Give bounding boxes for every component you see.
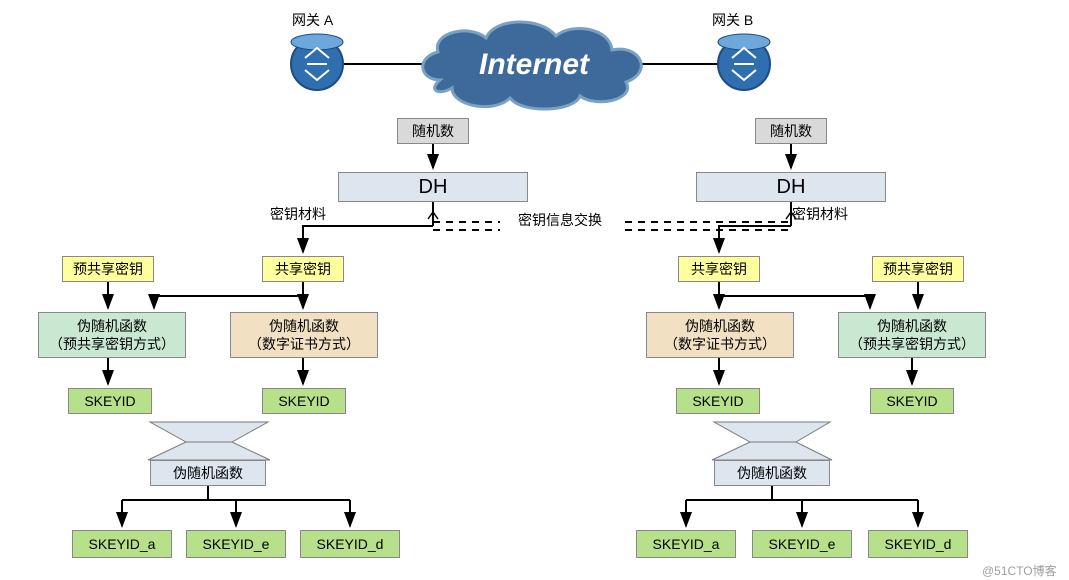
skeyid-4: SKEYID — [870, 388, 954, 414]
prf-psk-a: 伪随机函数 （预共享密钥方式） — [38, 312, 186, 358]
gateway-b-label: 网关 B — [712, 10, 753, 30]
prf-final-b: 伪随机函数 — [714, 460, 830, 486]
funnel-a — [148, 422, 270, 460]
internet-text: Internet — [479, 48, 591, 81]
dh-a-box: DH — [338, 172, 528, 202]
skeyid-1: SKEYID — [68, 388, 152, 414]
preshared-a: 预共享密钥 — [62, 256, 154, 282]
skeyid-d-b: SKEYID_d — [868, 530, 968, 558]
dh-b-box: DH — [696, 172, 886, 202]
prf-psk-a-l1: 伪随机函数 — [77, 317, 147, 335]
skeyid-a-b: SKEYID_a — [636, 530, 736, 558]
skeyid-e-a: SKEYID_e — [186, 530, 286, 558]
gateway-a-label: 网关 A — [292, 10, 333, 30]
random-a-box: 随机数 — [397, 118, 469, 144]
arrow-mat-shared-a — [303, 226, 433, 252]
prf-cert-b: 伪随机函数 （数字证书方式） — [646, 312, 794, 358]
diagram-svg: Internet — [0, 0, 1069, 580]
prf-cert-b-l2: （数字证书方式） — [664, 335, 776, 353]
prf-psk-b-l2: （预共享密钥方式） — [849, 335, 975, 353]
funnel-b — [712, 422, 832, 460]
router-b-icon — [718, 34, 770, 90]
key-material-a: 密钥材料 — [270, 204, 326, 224]
skeyid-e-b: SKEYID_e — [752, 530, 852, 558]
watermark: @51CTO博客 — [982, 562, 1057, 579]
internet-cloud: Internet — [423, 22, 641, 109]
router-a-icon — [291, 34, 343, 90]
prf-psk-b-l1: 伪随机函数 — [877, 317, 947, 335]
random-b-box: 随机数 — [755, 118, 827, 144]
preshared-b: 预共享密钥 — [872, 256, 964, 282]
skeyid-d-a: SKEYID_d — [300, 530, 400, 558]
prf-final-a: 伪随机函数 — [150, 460, 266, 486]
prf-psk-b: 伪随机函数 （预共享密钥方式） — [838, 312, 986, 358]
key-exchange-label: 密钥信息交换 — [518, 210, 602, 230]
key-material-b: 密钥材料 — [792, 204, 848, 224]
prf-cert-b-l1: 伪随机函数 — [685, 317, 755, 335]
shared-a: 共享密钥 — [262, 256, 344, 282]
prf-cert-a: 伪随机函数 （数字证书方式） — [230, 312, 378, 358]
prf-cert-a-l1: 伪随机函数 — [269, 317, 339, 335]
prf-psk-a-l2: （预共享密钥方式） — [49, 335, 175, 353]
skeyid-a-a: SKEYID_a — [72, 530, 172, 558]
skeyid-2: SKEYID — [262, 388, 346, 414]
skeyid-3: SKEYID — [676, 388, 760, 414]
shared-b: 共享密钥 — [678, 256, 760, 282]
prf-cert-a-l2: （数字证书方式） — [248, 335, 360, 353]
